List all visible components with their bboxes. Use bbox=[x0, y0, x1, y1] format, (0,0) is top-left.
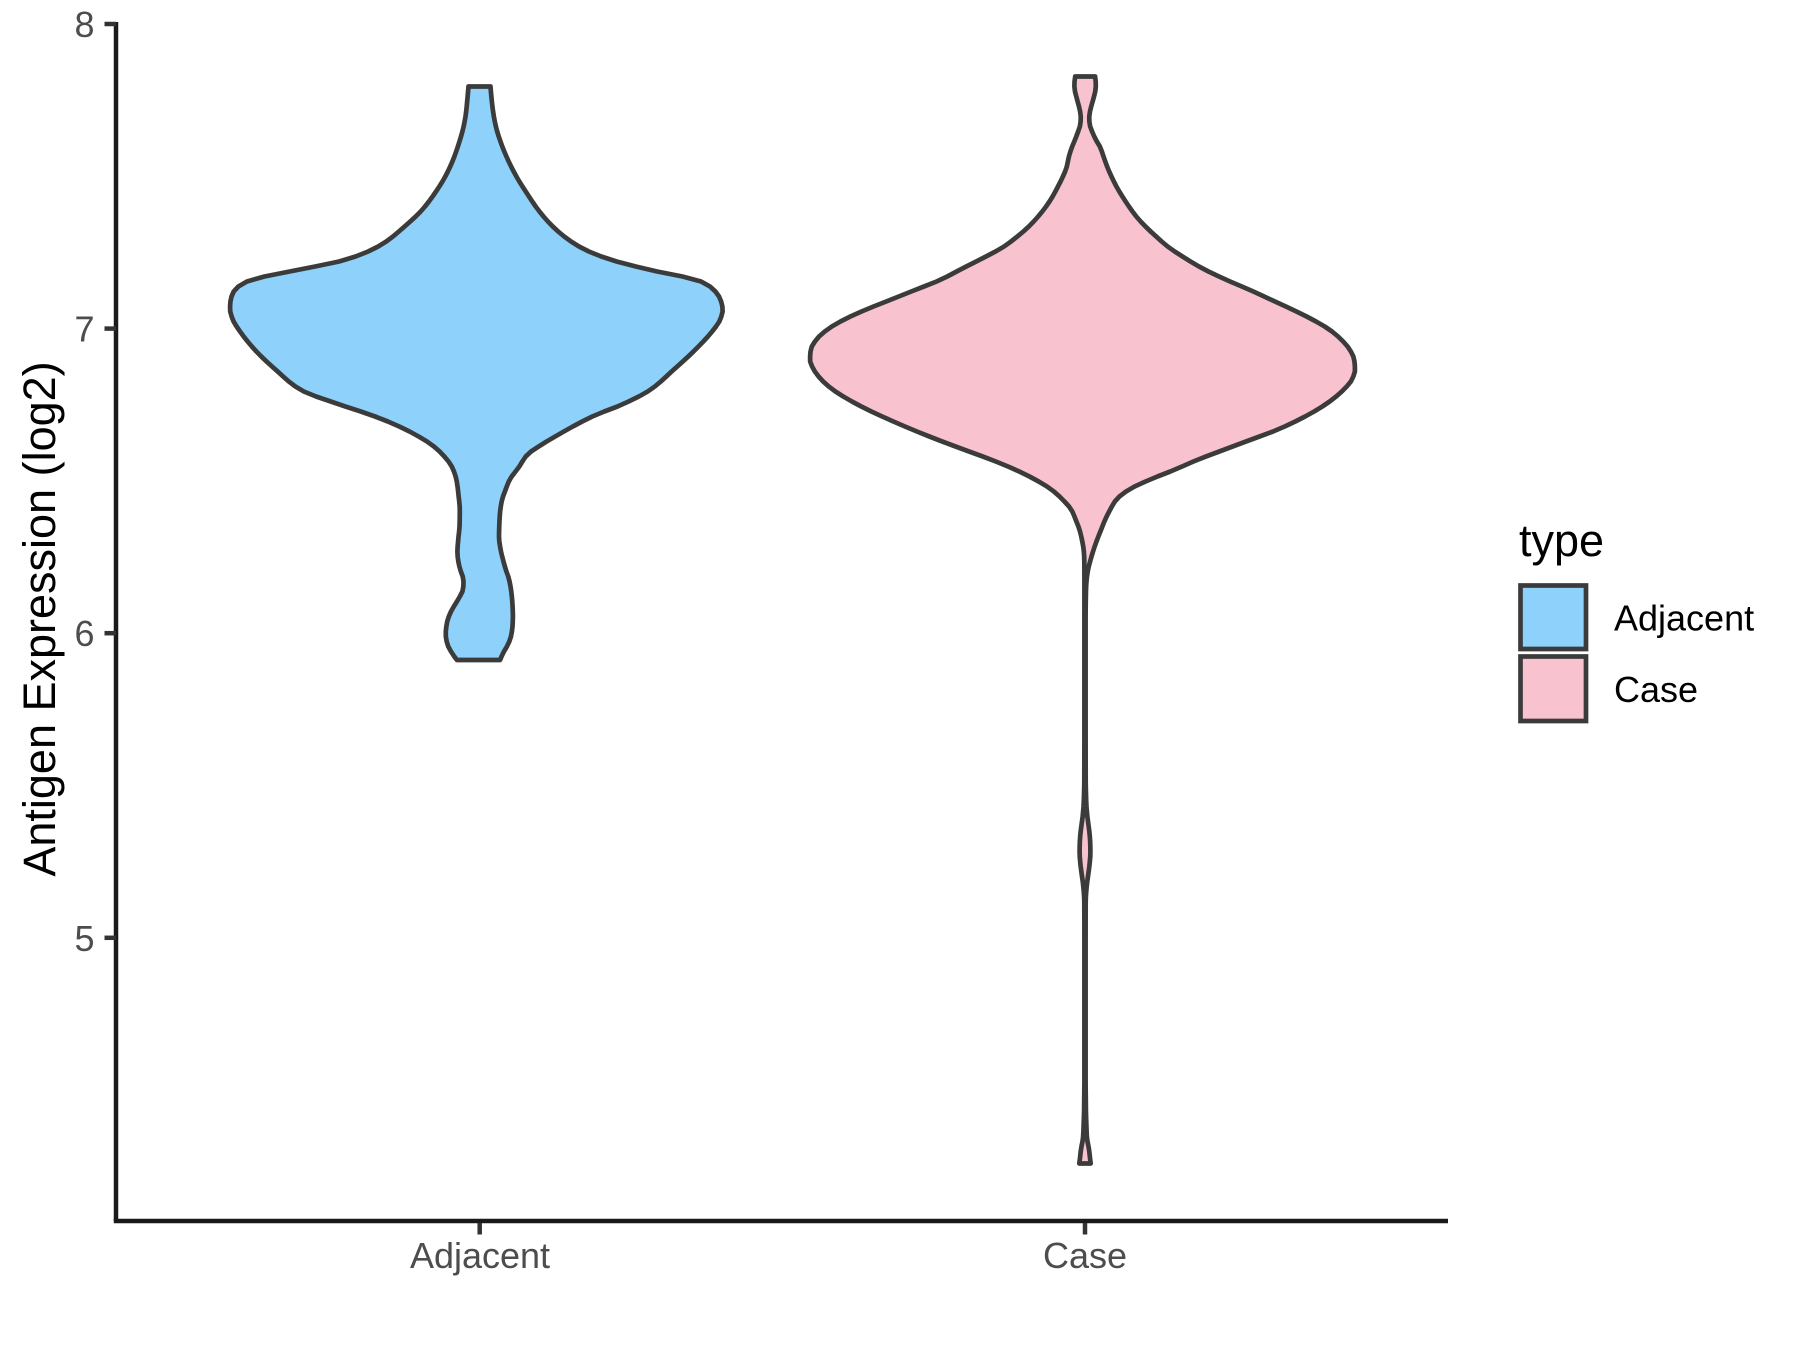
svg-text:Case: Case bbox=[1614, 669, 1698, 710]
svg-text:6: 6 bbox=[74, 613, 94, 654]
svg-text:Antigen Expression (log2): Antigen Expression (log2) bbox=[14, 361, 65, 876]
svg-text:Case: Case bbox=[1043, 1235, 1127, 1276]
svg-text:type: type bbox=[1519, 515, 1604, 566]
svg-text:7: 7 bbox=[74, 309, 94, 350]
svg-text:Adjacent: Adjacent bbox=[1614, 598, 1754, 639]
svg-text:8: 8 bbox=[74, 4, 94, 45]
svg-text:5: 5 bbox=[74, 918, 94, 959]
svg-text:Adjacent: Adjacent bbox=[410, 1235, 550, 1276]
